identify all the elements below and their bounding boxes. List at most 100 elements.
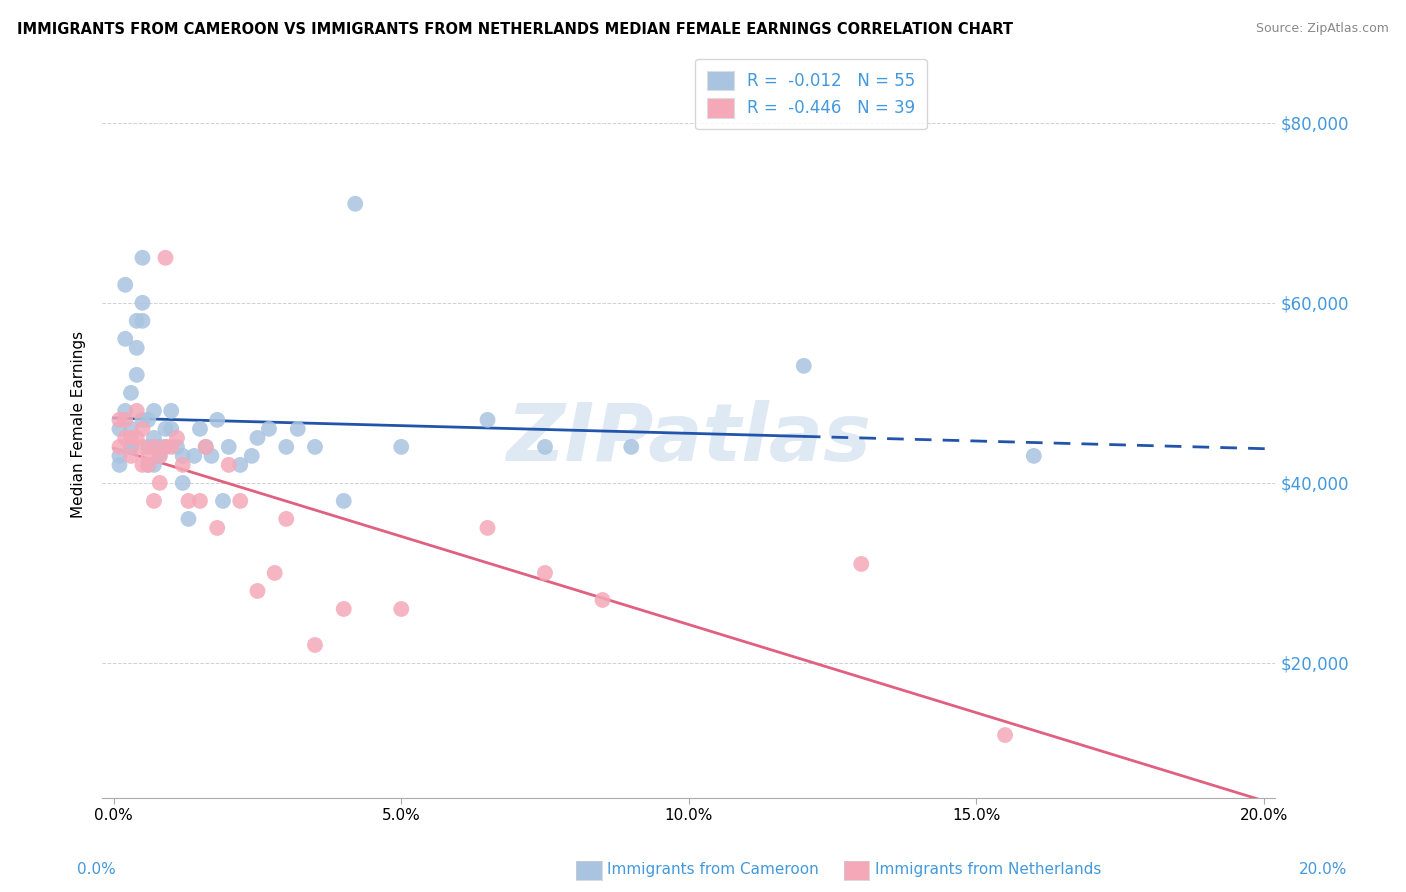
- Point: [108, 422, 131, 436]
- Point: [155, 251, 177, 265]
- Point: [149, 440, 172, 454]
- Point: [143, 458, 166, 472]
- Point: [160, 404, 183, 418]
- Point: [240, 449, 263, 463]
- Point: [592, 593, 614, 607]
- Point: [131, 413, 153, 427]
- Point: [194, 440, 217, 454]
- Point: [120, 422, 142, 436]
- Point: [177, 512, 200, 526]
- Point: [246, 431, 269, 445]
- Point: [177, 494, 200, 508]
- Point: [131, 251, 153, 265]
- Point: [229, 494, 252, 508]
- Point: [200, 449, 222, 463]
- Point: [108, 413, 131, 427]
- Point: [125, 314, 148, 328]
- Point: [793, 359, 815, 373]
- Point: [149, 475, 172, 490]
- Point: [143, 494, 166, 508]
- Point: [143, 440, 166, 454]
- Text: Source: ZipAtlas.com: Source: ZipAtlas.com: [1256, 22, 1389, 36]
- Point: [257, 422, 280, 436]
- Point: [136, 413, 159, 427]
- Point: [108, 440, 131, 454]
- Point: [344, 196, 367, 211]
- Point: [131, 458, 153, 472]
- Point: [125, 431, 148, 445]
- Point: [120, 440, 142, 454]
- Point: [205, 521, 228, 535]
- Point: [188, 494, 211, 508]
- Point: [160, 440, 183, 454]
- Point: [136, 449, 159, 463]
- Point: [114, 404, 136, 418]
- Point: [155, 440, 177, 454]
- Y-axis label: Median Female Earnings: Median Female Earnings: [72, 331, 86, 518]
- Point: [143, 431, 166, 445]
- Point: [183, 449, 205, 463]
- Point: [114, 277, 136, 292]
- Point: [149, 449, 172, 463]
- Point: [120, 431, 142, 445]
- Point: [212, 494, 235, 508]
- Point: [332, 602, 354, 616]
- Point: [188, 422, 211, 436]
- Point: [136, 458, 159, 472]
- Text: ZIPatlas: ZIPatlas: [506, 401, 872, 478]
- Point: [120, 385, 142, 400]
- Point: [332, 494, 354, 508]
- Point: [136, 440, 159, 454]
- Point: [166, 440, 188, 454]
- Legend: R =  -0.012   N = 55, R =  -0.446   N = 39: R = -0.012 N = 55, R = -0.446 N = 39: [695, 59, 927, 129]
- Point: [125, 341, 148, 355]
- Point: [114, 413, 136, 427]
- Point: [229, 458, 252, 472]
- Point: [166, 431, 188, 445]
- Text: 0.0%: 0.0%: [77, 863, 117, 877]
- Point: [218, 458, 240, 472]
- Point: [131, 440, 153, 454]
- Point: [276, 440, 298, 454]
- Point: [125, 368, 148, 382]
- Point: [108, 458, 131, 472]
- Point: [246, 584, 269, 599]
- Point: [218, 440, 240, 454]
- Point: [108, 449, 131, 463]
- Text: 20.0%: 20.0%: [1299, 863, 1347, 877]
- Point: [172, 458, 194, 472]
- Point: [534, 566, 557, 580]
- Point: [172, 449, 194, 463]
- Point: [534, 440, 557, 454]
- Text: IMMIGRANTS FROM CAMEROON VS IMMIGRANTS FROM NETHERLANDS MEDIAN FEMALE EARNINGS C: IMMIGRANTS FROM CAMEROON VS IMMIGRANTS F…: [17, 22, 1012, 37]
- Point: [131, 295, 153, 310]
- Point: [304, 440, 326, 454]
- Point: [120, 440, 142, 454]
- Point: [131, 314, 153, 328]
- Point: [1022, 449, 1045, 463]
- Point: [120, 449, 142, 463]
- Point: [131, 422, 153, 436]
- Point: [136, 458, 159, 472]
- Point: [155, 440, 177, 454]
- Point: [477, 521, 499, 535]
- Text: Immigrants from Netherlands: Immigrants from Netherlands: [875, 863, 1101, 877]
- Point: [155, 422, 177, 436]
- Point: [205, 413, 228, 427]
- Point: [125, 404, 148, 418]
- Point: [389, 440, 412, 454]
- Point: [304, 638, 326, 652]
- Point: [477, 413, 499, 427]
- Point: [160, 422, 183, 436]
- Point: [172, 475, 194, 490]
- Point: [287, 422, 309, 436]
- Point: [114, 431, 136, 445]
- Point: [389, 602, 412, 616]
- Text: Immigrants from Cameroon: Immigrants from Cameroon: [607, 863, 820, 877]
- Point: [194, 440, 217, 454]
- Point: [263, 566, 285, 580]
- Point: [994, 728, 1017, 742]
- Point: [114, 332, 136, 346]
- Point: [149, 449, 172, 463]
- Point: [851, 557, 873, 571]
